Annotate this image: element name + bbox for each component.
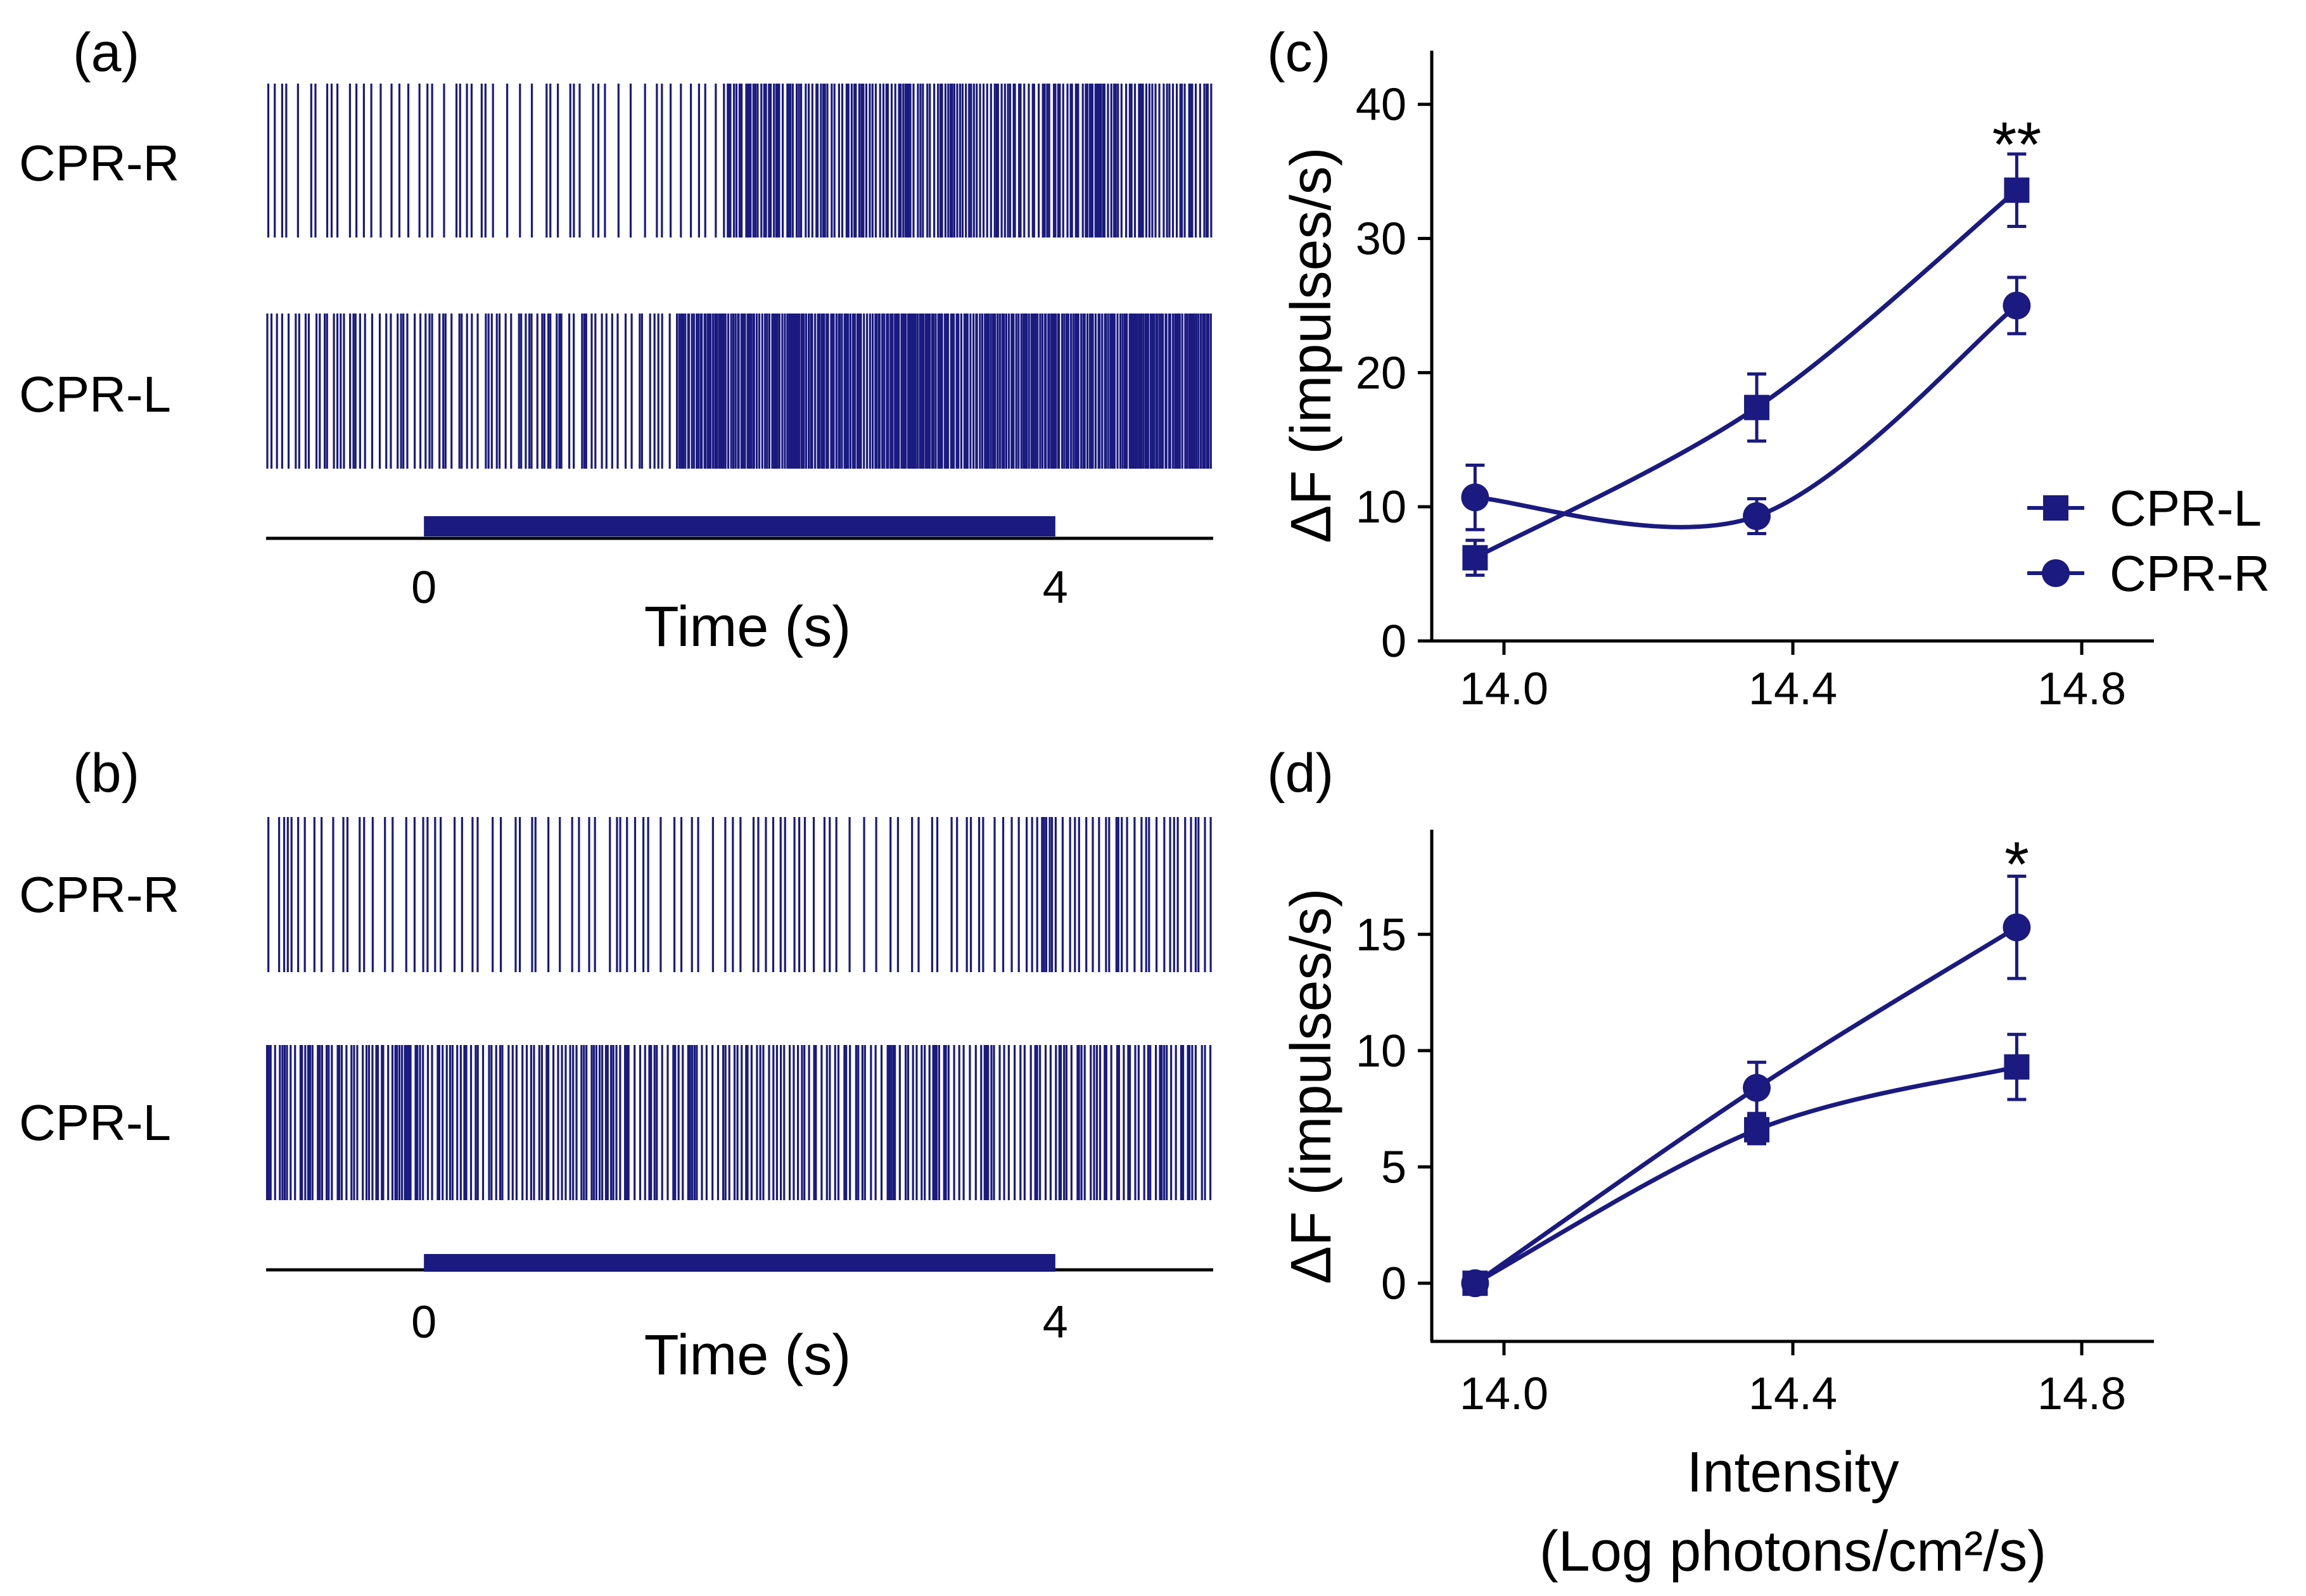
point-cpr-l-d-2 xyxy=(2004,1054,2030,1080)
x-tick-label-c-2: 14.8 xyxy=(2037,664,2126,714)
raster-panel-b: (b) CPR-R CPR-L 0 4 Time (s) xyxy=(19,743,1213,1387)
x-axis-label-line2: (Log photons/cm²/s) xyxy=(1539,1520,2046,1583)
x-tick-label-d-0: 14.0 xyxy=(1460,1369,1548,1419)
time-tick-b-0: 0 xyxy=(411,1297,436,1348)
series-line-cpr-l-c xyxy=(1474,188,2018,560)
spike-train-b-cpr-r xyxy=(267,817,1212,972)
y-tick-label-d-0: 0 xyxy=(1381,1258,1406,1309)
significance-marker-c: ** xyxy=(1992,110,2041,180)
point-cpr-r-d-2 xyxy=(2003,913,2031,942)
legend-marker-cpr-r xyxy=(2042,559,2070,587)
y-axis-label-d: ΔF (impulses/s) xyxy=(1280,888,1343,1284)
y-tick-label-c-0: 0 xyxy=(1381,616,1406,667)
point-cpr-r-c-1 xyxy=(1743,502,1771,531)
time-axis-label-b: Time (s) xyxy=(644,1324,851,1387)
chart-c-plot: 0 10 20 30 40 14.0 14.4 14.8 xyxy=(1356,80,2126,714)
significance-marker-d: * xyxy=(2004,829,2029,900)
spike-train-a-cpr-l xyxy=(266,314,1212,469)
stimulus-bar-a xyxy=(424,516,1055,536)
time-tick-a-4: 4 xyxy=(1043,562,1068,613)
x-axis-label-line1: Intensity xyxy=(1686,1441,1899,1504)
chart-panel-d: (d) 0 5 10 15 14.0 14.4 14.8 ΔF (impulses/s) *… xyxy=(1267,743,2154,1583)
x-tick-label-d-2: 14.8 xyxy=(2037,1369,2126,1419)
spike-train-a-cpr-r xyxy=(267,84,1213,238)
point-cpr-r-c-0 xyxy=(1461,483,1489,512)
series-line-cpr-r-d xyxy=(1474,925,2018,1286)
time-tick-a-0: 0 xyxy=(411,562,436,613)
y-tick-label-d-1: 5 xyxy=(1381,1143,1406,1193)
spike-train-b-cpr-l xyxy=(265,1045,1212,1200)
legend-label-cpr-l: CPR-L xyxy=(2110,480,2262,536)
legend: CPR-L CPR-R xyxy=(2027,480,2270,602)
chart-panel-c: (c) 0 10 20 30 40 14.0 14.4 14.8 ΔF (impulses/s… xyxy=(1267,22,2270,714)
point-cpr-r-c-2 xyxy=(2003,291,2031,320)
x-tick-label-c-0: 14.0 xyxy=(1460,664,1548,714)
panel-label-c: (c) xyxy=(1267,22,1330,83)
chart-d-plot: 0 5 10 15 14.0 14.4 14.8 xyxy=(1356,874,2126,1419)
legend-label-cpr-r: CPR-R xyxy=(2110,545,2270,602)
point-cpr-l-c-2 xyxy=(2004,177,2030,203)
panel-label-b: (b) xyxy=(73,743,139,804)
y-tick-label-c-1: 10 xyxy=(1356,482,1406,533)
y-tick-label-c-3: 30 xyxy=(1356,214,1406,265)
y-tick-label-d-2: 10 xyxy=(1356,1026,1406,1077)
panel-label-a: (a) xyxy=(73,22,139,83)
point-cpr-l-c-1 xyxy=(1744,395,1769,421)
point-cpr-r-d-1 xyxy=(1743,1074,1771,1102)
row-label-b-cpr-l: CPR-L xyxy=(19,1094,171,1151)
point-cpr-r-d-0 xyxy=(1461,1269,1489,1298)
y-tick-label-d-3: 15 xyxy=(1356,909,1406,960)
row-label-a-cpr-l: CPR-L xyxy=(19,366,171,422)
point-cpr-l-d-1 xyxy=(1744,1117,1769,1143)
row-label-b-cpr-r: CPR-R xyxy=(19,866,179,923)
point-cpr-l-c-0 xyxy=(1462,545,1488,571)
x-tick-label-d-1: 14.4 xyxy=(1749,1369,1837,1419)
row-label-a-cpr-r: CPR-R xyxy=(19,135,179,191)
time-axis-label-a: Time (s) xyxy=(644,595,851,659)
y-tick-label-c-2: 20 xyxy=(1356,348,1406,398)
stimulus-bar-b xyxy=(424,1254,1055,1272)
panel-label-d: (d) xyxy=(1267,743,1334,804)
legend-marker-cpr-l xyxy=(2043,495,2068,521)
y-axis-label-c: ΔF (impulses/s) xyxy=(1280,147,1343,543)
x-tick-label-c-1: 14.4 xyxy=(1749,664,1837,714)
series-line-cpr-l-d xyxy=(1474,1065,2018,1286)
raster-panel-a: (a) CPR-R CPR-L 0 4 Time (s) xyxy=(19,22,1213,659)
y-tick-label-c-4: 40 xyxy=(1356,80,1406,130)
time-tick-b-4: 4 xyxy=(1043,1297,1068,1348)
